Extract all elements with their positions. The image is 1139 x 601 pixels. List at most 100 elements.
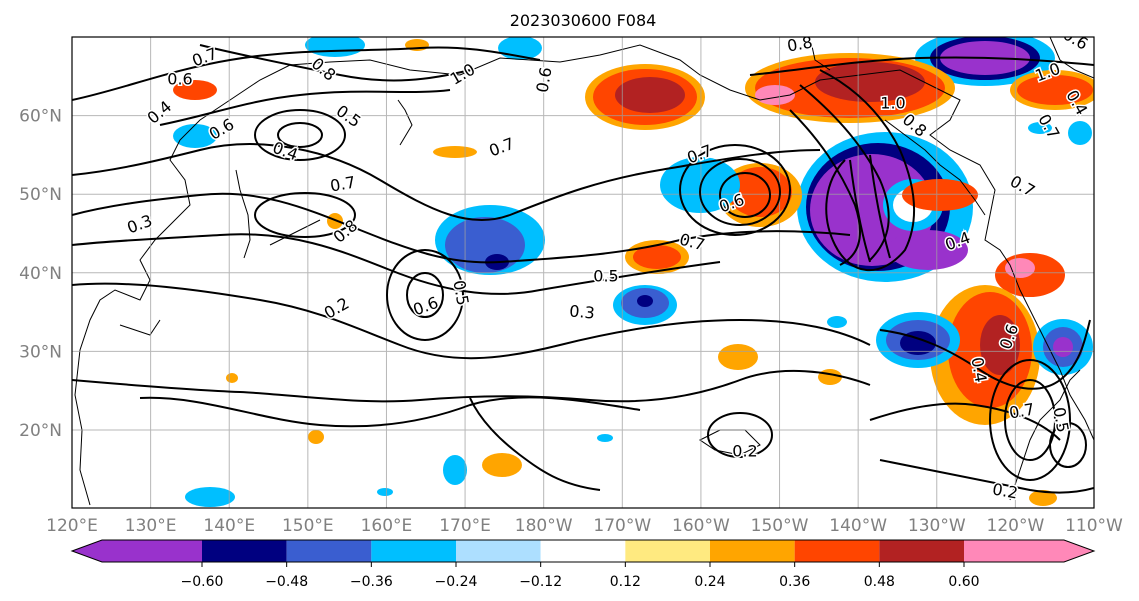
contour-line <box>879 459 1094 494</box>
contour-line <box>719 172 771 218</box>
longitude-label: 180°W <box>515 516 573 536</box>
contour-line <box>699 158 781 226</box>
longitude-label: 160°E <box>361 516 413 536</box>
land-outline <box>235 169 251 259</box>
contour-line <box>139 396 641 428</box>
contour-line <box>869 154 891 259</box>
contour-line <box>1049 422 1087 468</box>
anomaly-patch <box>613 285 677 325</box>
contour-line <box>679 144 791 236</box>
contour-value-label: 0.6 <box>532 66 555 94</box>
latitude-label: 30°N <box>19 342 62 362</box>
land-outline <box>1009 369 1081 501</box>
longitude-label: 140°E <box>203 516 255 536</box>
map-frame <box>71 36 1095 509</box>
colorbar-bin <box>710 540 795 562</box>
latitude-label: 20°N <box>19 421 62 441</box>
colorbar-bin <box>540 540 626 562</box>
colorbar-bin <box>202 540 287 562</box>
latitude-label: 40°N <box>19 264 62 284</box>
colorbar-tick-label: −0.48 <box>265 574 308 590</box>
contour-value-label: 0.8 <box>786 32 814 55</box>
longitude-label: 130°W <box>908 516 966 536</box>
contour-line <box>819 69 915 272</box>
contour-line <box>277 122 323 148</box>
contour-line <box>72 369 871 403</box>
map-area: 0.7 0.8 1.00.60.60.4 0.50.60.40.70.70.3 0.80… <box>72 32 1094 508</box>
contour-value-label: 0.7 <box>329 172 357 195</box>
colorbar-tick-label: −0.12 <box>519 574 562 590</box>
contour-line <box>72 46 541 101</box>
contour-value-label: 0.2 <box>732 442 757 461</box>
anomaly-patch <box>185 121 1092 507</box>
longitude-label: 140°W <box>829 516 887 536</box>
latitude-axis: 20°N 30°N 40°N 50°N 60°N <box>19 107 62 441</box>
colorbar-bin <box>625 540 710 562</box>
colorbar-bin <box>371 540 456 562</box>
longitude-label: 170°W <box>593 516 651 536</box>
longitude-label: 120°W <box>987 516 1045 536</box>
contour-line <box>789 109 861 266</box>
latitude-label: 50°N <box>19 185 62 205</box>
anomaly-patch <box>797 132 973 282</box>
land-outline <box>1049 37 1094 79</box>
contour-line <box>469 397 601 491</box>
longitude-label: 120°E <box>46 516 98 536</box>
land-outline <box>397 99 413 146</box>
colorbar-bin <box>102 540 202 562</box>
contour-line <box>1004 379 1056 461</box>
contour-line <box>989 359 1071 481</box>
longitude-label: 170°E <box>439 516 491 536</box>
contour-line <box>254 109 346 161</box>
contour-line <box>749 56 1094 76</box>
land-outline <box>119 319 161 336</box>
colorbar-tick-label: −0.36 <box>350 574 393 590</box>
latitude-label: 60°N <box>19 107 62 127</box>
anomaly-patch <box>876 312 960 368</box>
colorbar-outline <box>70 539 1096 563</box>
land-outline <box>884 119 986 216</box>
longitude-label: 160°W <box>672 516 730 536</box>
colorbar-extension-high <box>1064 540 1094 562</box>
contour-value-label: 0.2 <box>991 479 1019 502</box>
anomaly-patch <box>585 64 705 130</box>
contour-line <box>72 233 721 295</box>
contour-line <box>72 143 821 222</box>
colorbar-tick-label: 0.24 <box>694 574 725 590</box>
colorbar-extension-low <box>72 540 102 562</box>
contour-line <box>72 282 871 360</box>
contour-line <box>707 412 773 458</box>
colorbar-bin <box>286 540 372 562</box>
colorbar-tick-label: 0.36 <box>779 574 810 590</box>
colorbar-bin <box>794 540 880 562</box>
colorbar: −0.60 −0.48 −0.36 −0.24 −0.12 0.12 0.24 0.36 0.4… <box>70 539 1096 590</box>
anomaly-patch <box>173 80 758 477</box>
anomaly-patch <box>1010 70 1094 110</box>
land-outline <box>269 219 321 246</box>
land-outline <box>74 44 1094 506</box>
plot-title: 2023030600 F084 <box>510 11 657 30</box>
contour-layer <box>72 44 1094 494</box>
longitude-label: 110°W <box>1065 516 1123 536</box>
colorbar-bin <box>964 540 1064 562</box>
contour-value-label: 0.3 <box>569 301 596 322</box>
contour-value-label: 0.6 <box>167 70 192 89</box>
contour-line <box>199 44 471 82</box>
colorbar-tick-label: −0.24 <box>435 574 478 590</box>
contour-line <box>406 272 444 318</box>
anomaly-patch <box>902 179 1065 297</box>
colorbar-tick-label: 0.60 <box>948 574 979 590</box>
contour-line <box>254 192 356 238</box>
contour-value-label: 0.5 <box>593 267 618 286</box>
contour-value-label: 1.0 <box>880 94 905 113</box>
longitude-label: 150°E <box>282 516 334 536</box>
contour-line <box>159 89 451 126</box>
colorbar-tick-label: 0.12 <box>610 574 641 590</box>
contour-line <box>386 249 464 341</box>
colorbar-tick-label: 0.48 <box>864 574 895 590</box>
contour-line <box>849 159 871 263</box>
colorbar-bin <box>879 540 964 562</box>
colorbar-tick-label: −0.60 <box>181 574 224 590</box>
anomaly-patch <box>1033 319 1093 375</box>
